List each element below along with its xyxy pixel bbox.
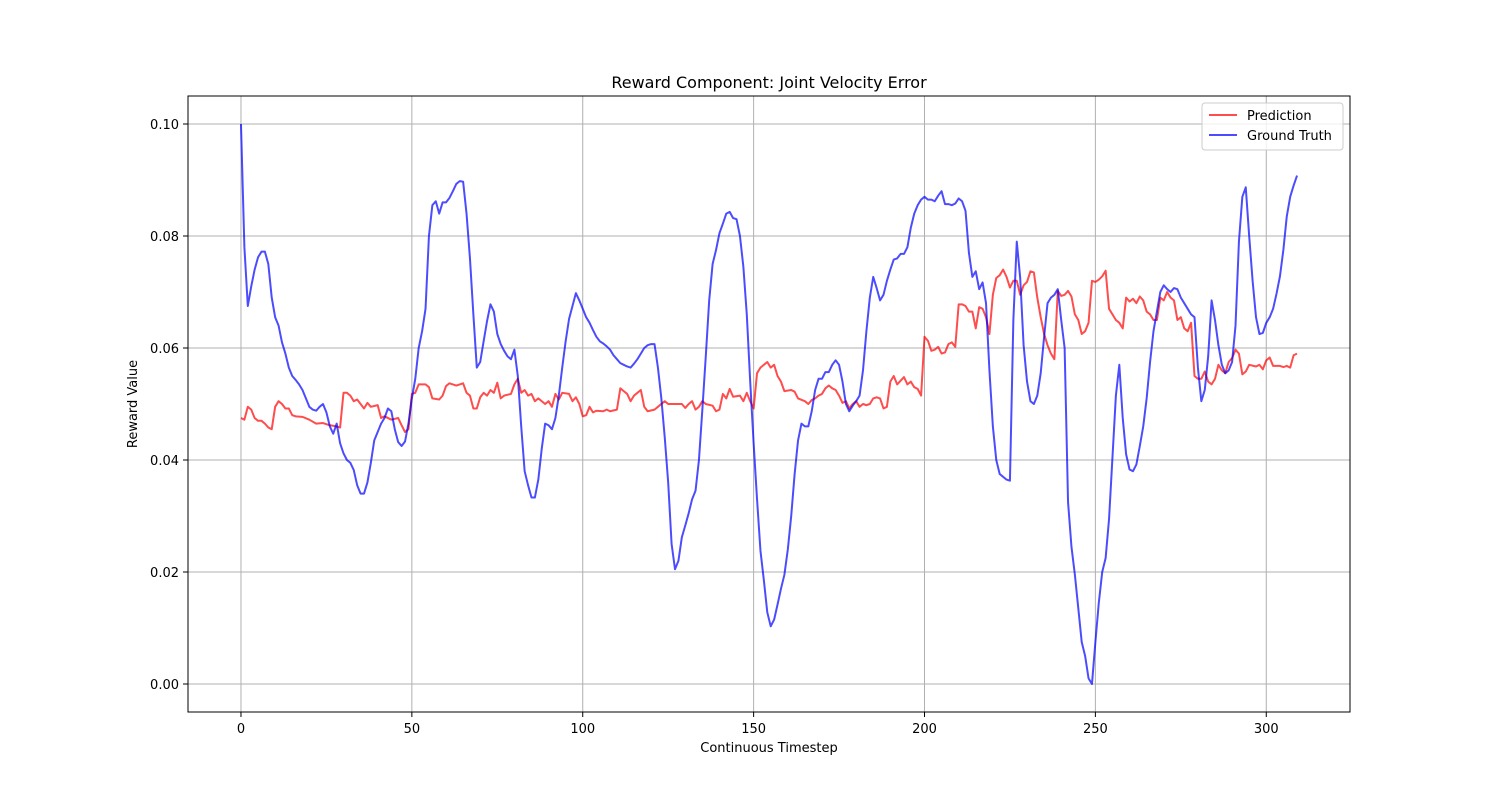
y-axis-ticks: 0.00 0.02 0.04 0.06 0.08 0.10: [150, 118, 188, 693]
y-tick-label: 0.04: [150, 454, 179, 469]
x-axis-label: Continuous Timestep: [700, 741, 838, 756]
y-tick-label: 0.08: [150, 230, 179, 245]
legend: Prediction Ground Truth: [1201, 102, 1344, 151]
x-tick-label: 0: [237, 722, 245, 737]
x-tick-label: 150: [741, 722, 766, 737]
x-tick-label: 300: [1254, 722, 1279, 737]
y-tick-label: 0.00: [150, 678, 179, 693]
series-line-prediction: [240, 268, 1298, 433]
y-axis-label: Reward Value: [126, 360, 141, 448]
x-tick-label: 200: [912, 722, 937, 737]
legend-label-ground-truth: Ground Truth: [1247, 129, 1332, 144]
legend-box: [1201, 102, 1344, 151]
chart-title: Reward Component: Joint Velocity Error: [611, 73, 927, 92]
y-tick-label: 0.10: [150, 118, 179, 133]
series-line-ground-truth: [239, 123, 1298, 685]
series-lines: [239, 123, 1298, 685]
legend-label-prediction: Prediction: [1247, 109, 1312, 124]
plot-frame: [187, 95, 1351, 713]
x-tick-label: 100: [570, 722, 595, 737]
x-axis-ticks: 0 50 100 150 200 250 300: [237, 712, 1279, 737]
x-tick-label: 50: [404, 722, 421, 737]
y-tick-label: 0.02: [150, 566, 179, 581]
x-tick-label: 250: [1083, 722, 1108, 737]
y-tick-label: 0.06: [150, 342, 179, 357]
